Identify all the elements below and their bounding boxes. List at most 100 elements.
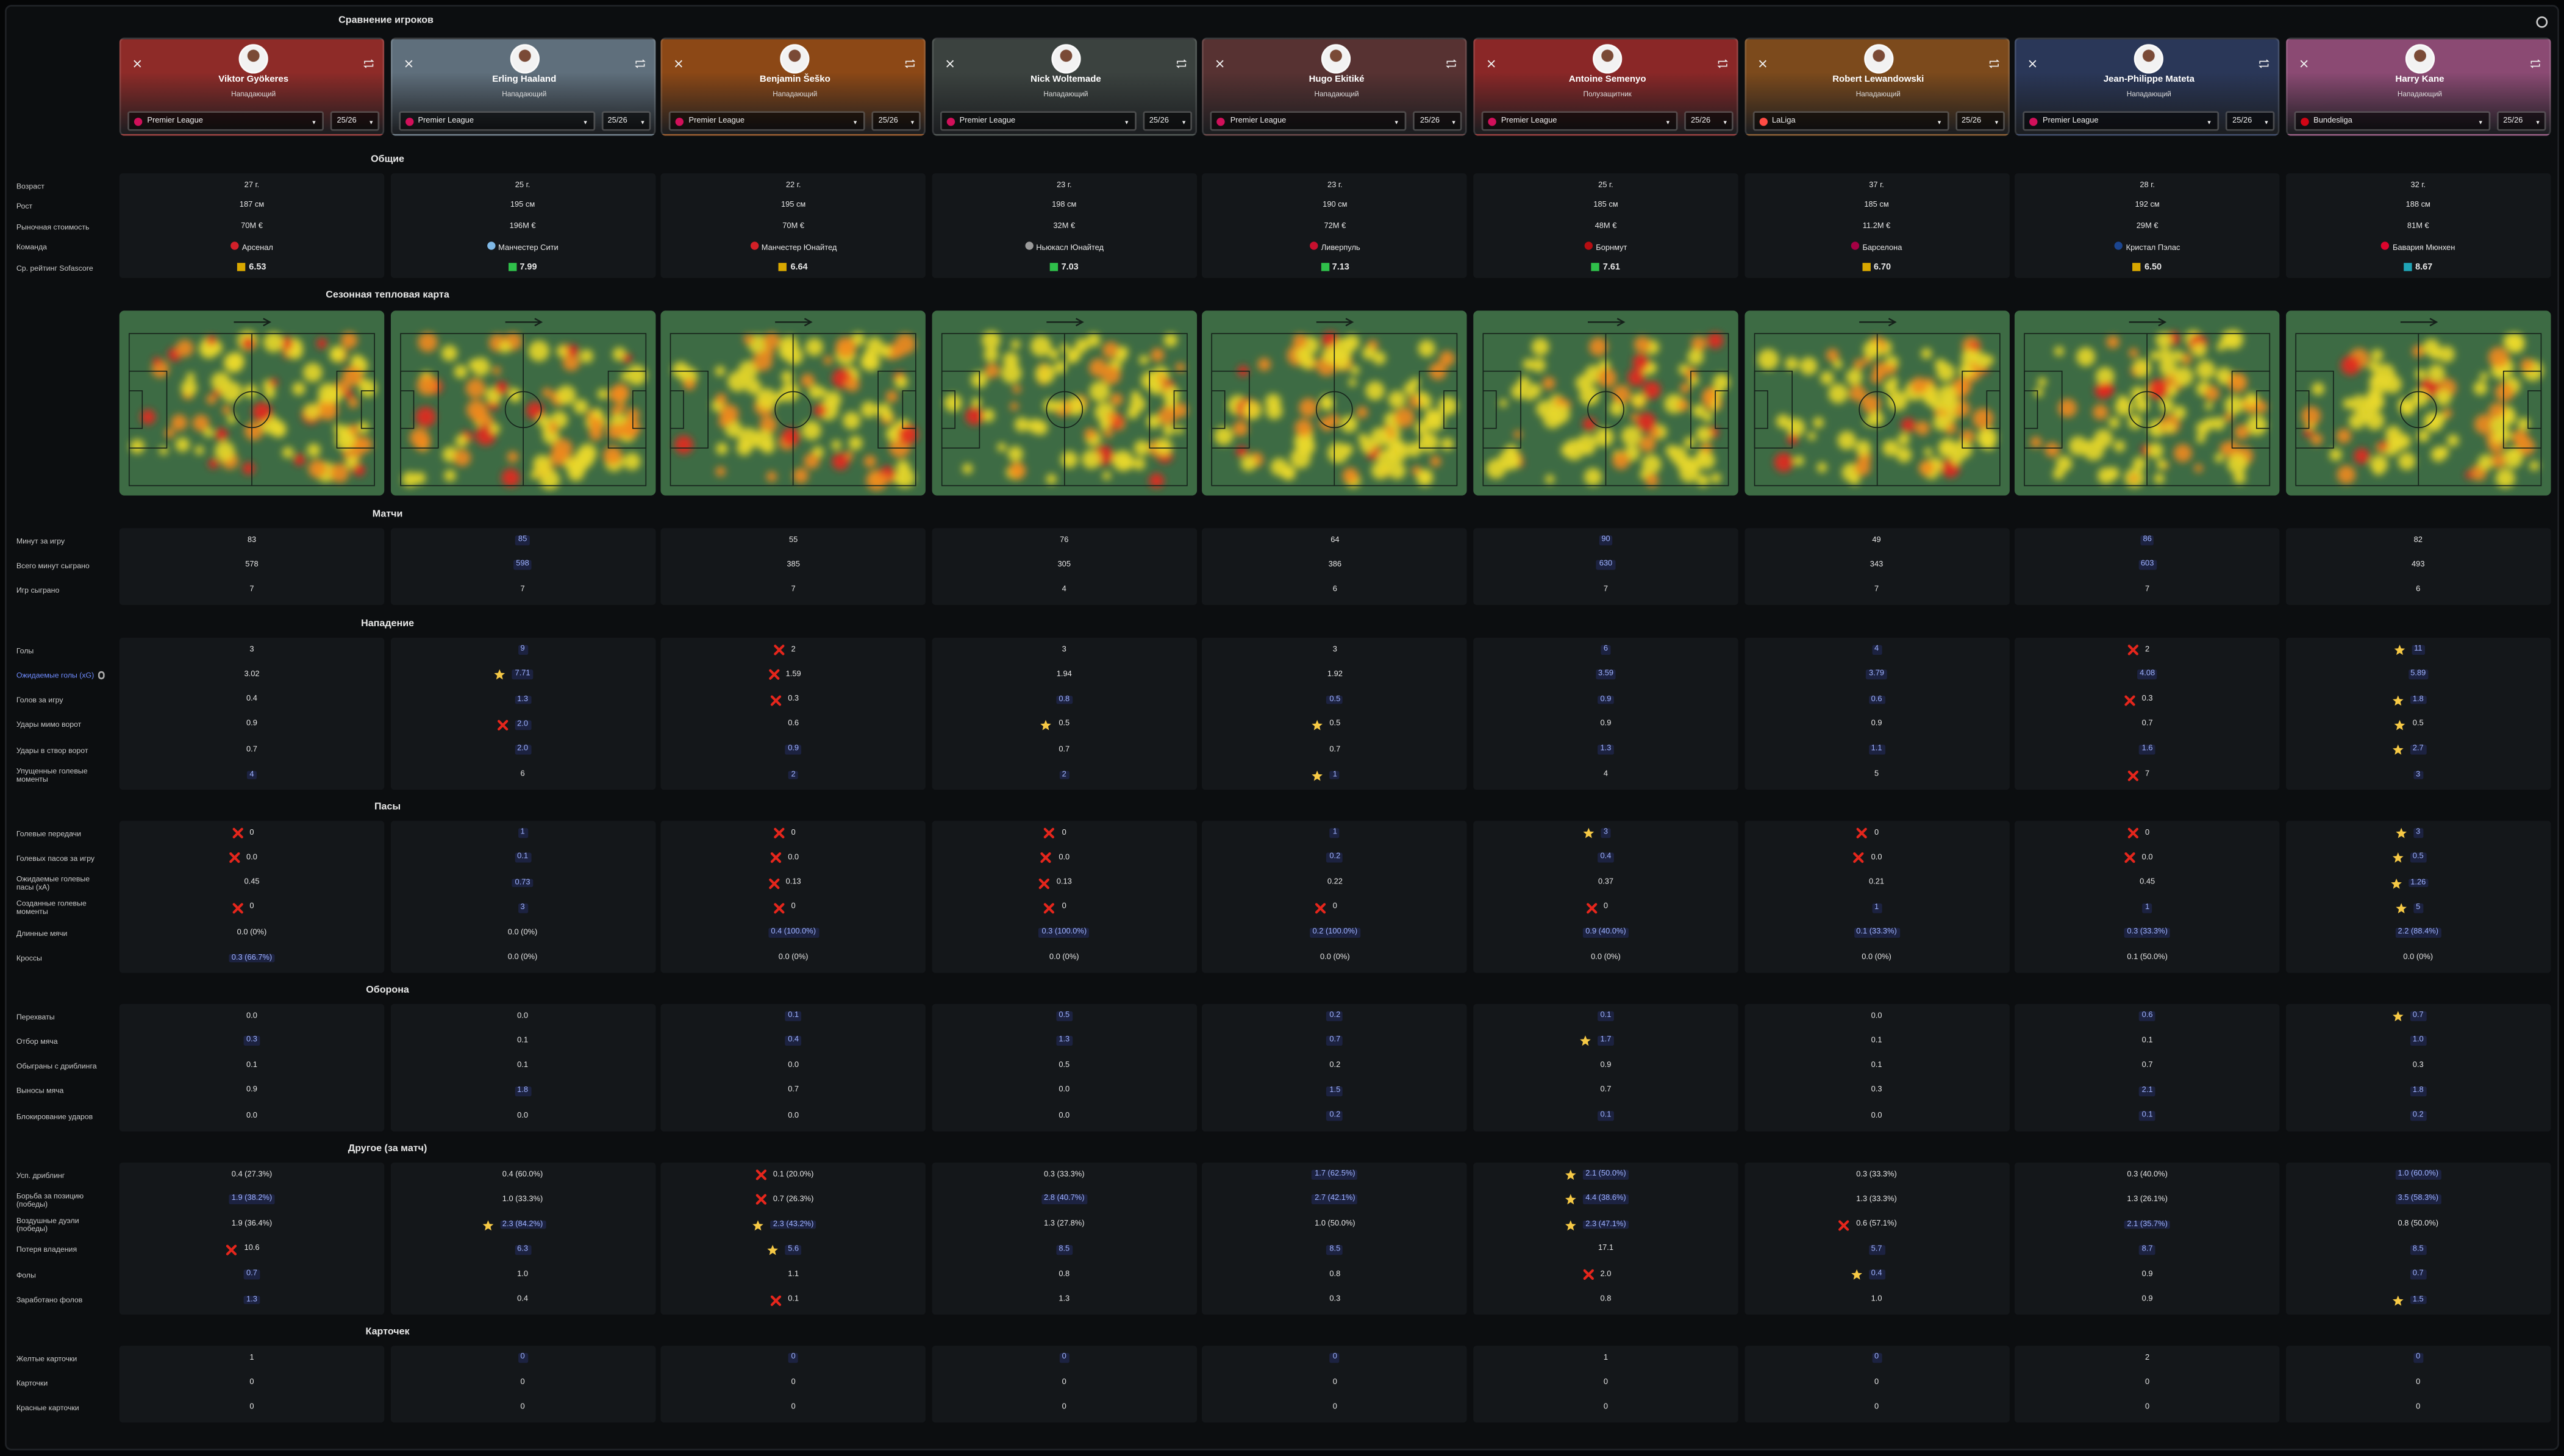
stat-label[interactable]: Ожидаемые голы (xG) <box>16 671 105 679</box>
heat-blob <box>2255 401 2268 413</box>
heat-blob <box>1258 357 1272 371</box>
league-select[interactable]: Premier League <box>127 111 324 131</box>
stat-value: 0.7 <box>1329 746 1341 754</box>
stat-value: 0.0 <box>1871 1112 1882 1121</box>
stat-cell: 5.6 <box>661 1244 926 1255</box>
season-select[interactable]: 25/26 <box>1684 111 1734 131</box>
stat-value: 7 <box>2145 586 2150 595</box>
heat-blob <box>1934 359 1946 371</box>
stat-value: 0 <box>791 1404 796 1412</box>
info-icon[interactable] <box>97 671 105 679</box>
heat-blob <box>453 365 467 379</box>
dropdown-caret <box>2207 121 2212 124</box>
remove-button[interactable] <box>2299 48 2309 68</box>
league-select[interactable]: Premier League <box>2023 111 2219 131</box>
stat-cell: 10.6 <box>120 1244 384 1255</box>
remove-button[interactable] <box>2028 48 2038 68</box>
remove-button[interactable] <box>945 48 955 68</box>
stat-value-wrap: 0 <box>232 902 254 914</box>
remove-button[interactable] <box>1216 48 1226 68</box>
heat-blob <box>508 389 521 402</box>
stat-value-wrap: 6.50 <box>2133 262 2162 273</box>
heat-blob <box>1349 378 1357 387</box>
stat-cell: 7 <box>1473 587 1738 594</box>
stat-label: Потеря владения <box>16 1246 77 1254</box>
heat-blob <box>222 405 232 415</box>
stat-value: 386 <box>1328 561 1342 570</box>
league-select[interactable]: Premier League <box>1210 111 1407 131</box>
season-select[interactable]: 25/26 <box>330 111 380 131</box>
player-name: Nick Woltemade <box>1030 75 1101 85</box>
league-icon <box>1759 118 1767 126</box>
swap-button[interactable] <box>905 48 916 68</box>
info-button[interactable] <box>2536 16 2548 28</box>
season-select[interactable]: 25/26 <box>2496 111 2546 131</box>
stat-cell: 0.0 <box>390 1112 655 1120</box>
swap-button[interactable] <box>1446 48 1458 68</box>
league-select[interactable]: Bundesliga <box>2293 111 2490 131</box>
league-name: Premier League <box>2043 118 2099 126</box>
season-select[interactable]: 25/26 <box>601 111 651 131</box>
stat-cell: 23 г. <box>932 182 1196 190</box>
remove-button[interactable] <box>674 48 684 68</box>
stat-value: 3.59 <box>1595 670 1616 680</box>
stat-cell: 0.4 <box>1744 1269 2009 1280</box>
stat-value-wrap: 2.7 <box>2392 744 2426 755</box>
stat-cell: 0 <box>932 1353 1196 1363</box>
stat-panel <box>1473 1162 1738 1315</box>
close-icon <box>1216 60 1224 68</box>
season-select[interactable]: 25/26 <box>1413 111 1463 131</box>
league-icon <box>2029 118 2038 126</box>
heat-blob <box>1102 341 1120 359</box>
stat-value: 0.6 <box>2139 1011 2155 1021</box>
swap-button[interactable] <box>1717 48 1729 68</box>
heat-blob <box>1923 448 1932 457</box>
league-select[interactable]: Premier League <box>1481 111 1678 131</box>
stat-value-wrap: 8.5 <box>2410 1245 2426 1255</box>
swap-button[interactable] <box>1988 48 1999 68</box>
stat-value-wrap: 2 <box>773 644 796 655</box>
stat-cell: 0 <box>661 1379 926 1387</box>
heat-blob <box>468 359 478 369</box>
remove-button[interactable] <box>1487 48 1496 68</box>
league-select[interactable]: LaLiga <box>1752 111 1949 131</box>
swap-button[interactable] <box>2259 48 2270 68</box>
stat-value-wrap: 7 <box>249 587 254 594</box>
stat-cell: 1.59 <box>661 669 926 680</box>
heatmap-card <box>1473 310 1738 496</box>
stat-cell: Барселона <box>1744 242 2009 252</box>
star-glyph <box>1312 719 1323 730</box>
stat-value-wrap: 0.8 (50.0%) <box>2398 1221 2439 1229</box>
swap-button[interactable] <box>2529 48 2541 68</box>
heat-blob <box>2416 429 2429 442</box>
stat-value: 0.73 <box>512 878 533 888</box>
remove-button[interactable] <box>403 48 413 68</box>
league-select[interactable]: Premier League <box>669 111 866 131</box>
stat-value-wrap: 7 <box>2127 769 2149 780</box>
season-select[interactable]: 25/26 <box>2226 111 2275 131</box>
cross-icon <box>768 877 779 889</box>
stat-cell: 3.59 <box>1473 670 1738 680</box>
swap-button[interactable] <box>1176 48 1187 68</box>
season-select[interactable]: 25/26 <box>1143 111 1192 131</box>
stat-value-wrap: 0.13 <box>1039 877 1072 889</box>
season-select[interactable]: 25/26 <box>1955 111 2004 131</box>
league-select[interactable]: Premier League <box>940 111 1137 131</box>
swap-button[interactable] <box>363 48 374 68</box>
stat-value: 7 <box>1874 586 1879 595</box>
heat-blob <box>1012 385 1021 394</box>
heat-blob <box>1499 399 1508 407</box>
stat-value: 598 <box>513 560 532 571</box>
league-select[interactable]: Premier League <box>398 111 595 131</box>
swap-button[interactable] <box>634 48 645 68</box>
cross-icon <box>755 1194 766 1205</box>
heat-blob <box>1215 426 1234 446</box>
stat-value: 0.8 <box>1059 1271 1070 1279</box>
remove-button[interactable] <box>1757 48 1767 68</box>
stat-value-wrap: 7 <box>1874 587 1879 594</box>
season-select[interactable]: 25/26 <box>871 111 921 131</box>
remove-button[interactable] <box>132 48 142 68</box>
heat-blob <box>348 397 359 409</box>
player-position: Нападающий <box>231 89 276 98</box>
stat-value-wrap: 28 г. <box>2140 182 2155 190</box>
